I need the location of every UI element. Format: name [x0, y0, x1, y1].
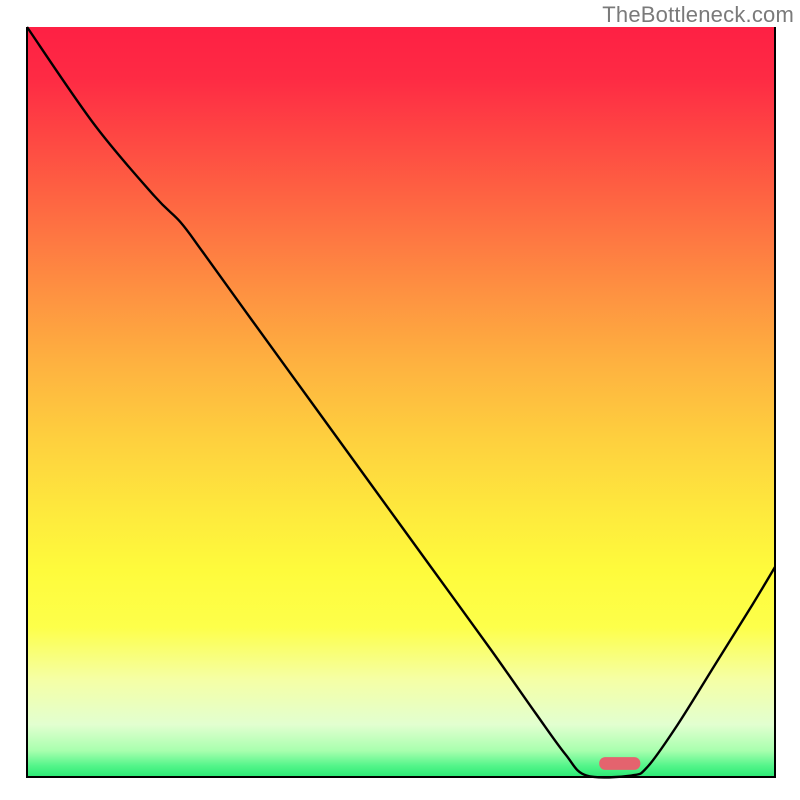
watermark-text: TheBottleneck.com [602, 2, 794, 28]
chart-background [27, 27, 775, 777]
bottleneck-chart [0, 0, 800, 800]
optimal-range-marker [599, 757, 640, 770]
